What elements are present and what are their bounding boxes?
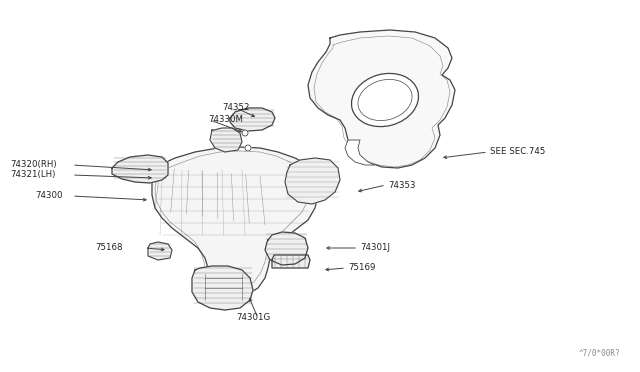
Text: 74320(RH): 74320(RH) [10, 160, 56, 170]
Text: 74300: 74300 [35, 192, 63, 201]
Circle shape [245, 145, 251, 151]
Polygon shape [112, 155, 168, 183]
Text: 75168: 75168 [95, 244, 122, 253]
Text: SEE SEC.745: SEE SEC.745 [490, 148, 545, 157]
Text: 75169: 75169 [348, 263, 376, 273]
Polygon shape [285, 158, 340, 204]
Text: 74353: 74353 [388, 180, 415, 189]
Circle shape [242, 130, 248, 136]
Polygon shape [265, 232, 308, 265]
Text: ^7/0*00R?: ^7/0*00R? [579, 349, 620, 358]
Polygon shape [192, 266, 253, 310]
Polygon shape [272, 255, 310, 268]
Ellipse shape [351, 73, 419, 126]
Text: 74321(LH): 74321(LH) [10, 170, 56, 180]
Polygon shape [345, 140, 375, 165]
Text: 74301J: 74301J [360, 244, 390, 253]
Polygon shape [308, 30, 455, 168]
Text: 74301G: 74301G [236, 314, 270, 323]
Text: 74352: 74352 [222, 103, 250, 112]
Polygon shape [152, 147, 318, 296]
Polygon shape [210, 128, 242, 152]
Polygon shape [230, 108, 275, 131]
Text: 74330M: 74330M [208, 115, 243, 125]
Polygon shape [148, 242, 172, 260]
